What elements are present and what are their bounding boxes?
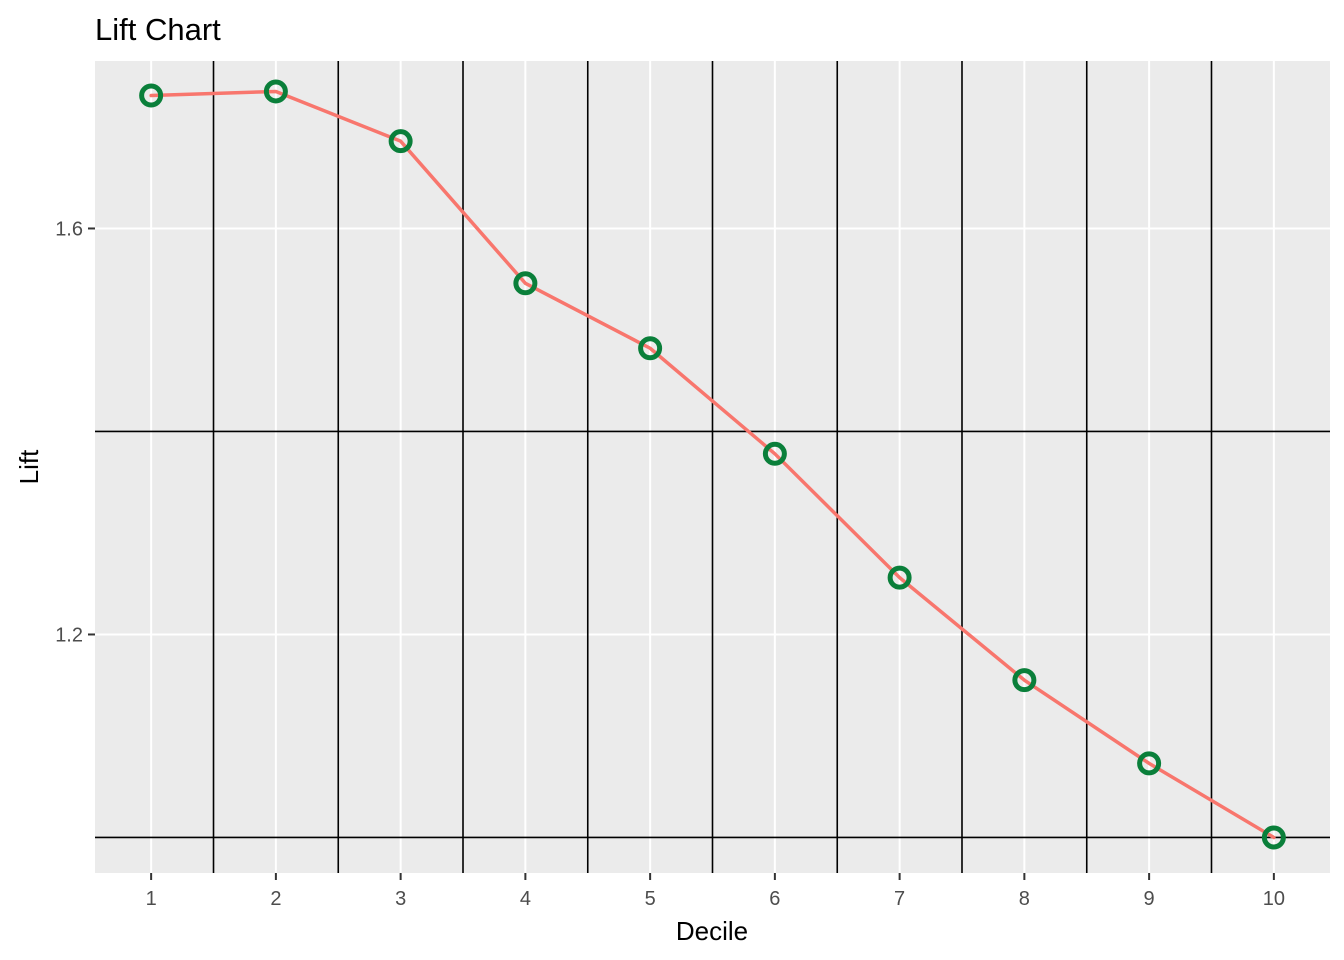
x-tick-label: 7 xyxy=(894,888,905,910)
x-tick-label: 3 xyxy=(395,888,406,910)
chart-title: Lift Chart xyxy=(95,12,221,47)
y-axis-title: Lift xyxy=(14,449,44,484)
x-tick-label: 1 xyxy=(146,888,157,910)
data-point xyxy=(887,565,912,590)
data-point xyxy=(388,129,413,154)
x-tick-label: 9 xyxy=(1144,888,1155,910)
data-point xyxy=(762,441,787,466)
data-point xyxy=(638,336,663,361)
data-point xyxy=(263,79,288,104)
y-tick-label: 1.6 xyxy=(55,218,83,240)
x-tick-label: 5 xyxy=(645,888,656,910)
data-point xyxy=(1261,825,1286,850)
y-tick-label: 1.2 xyxy=(55,624,83,646)
data-point xyxy=(1137,751,1162,776)
x-tick-label: 4 xyxy=(520,888,531,910)
y-axis: 1.2 1.6 xyxy=(55,218,95,646)
x-axis: 1 2 3 4 5 6 7 8 9 10 xyxy=(146,873,1285,910)
data-point xyxy=(513,271,538,296)
data-point xyxy=(1012,668,1037,693)
series-line-group xyxy=(149,89,1276,840)
x-tick-label: 2 xyxy=(270,888,281,910)
x-tick-label: 10 xyxy=(1263,888,1285,910)
x-axis-title: Decile xyxy=(676,916,748,946)
x-tick-label: 8 xyxy=(1019,888,1030,910)
x-tick-label: 6 xyxy=(769,888,780,910)
series-line xyxy=(149,89,1276,840)
data-points xyxy=(139,79,1286,850)
data-point xyxy=(139,83,164,108)
black-gridlines xyxy=(95,61,1330,873)
